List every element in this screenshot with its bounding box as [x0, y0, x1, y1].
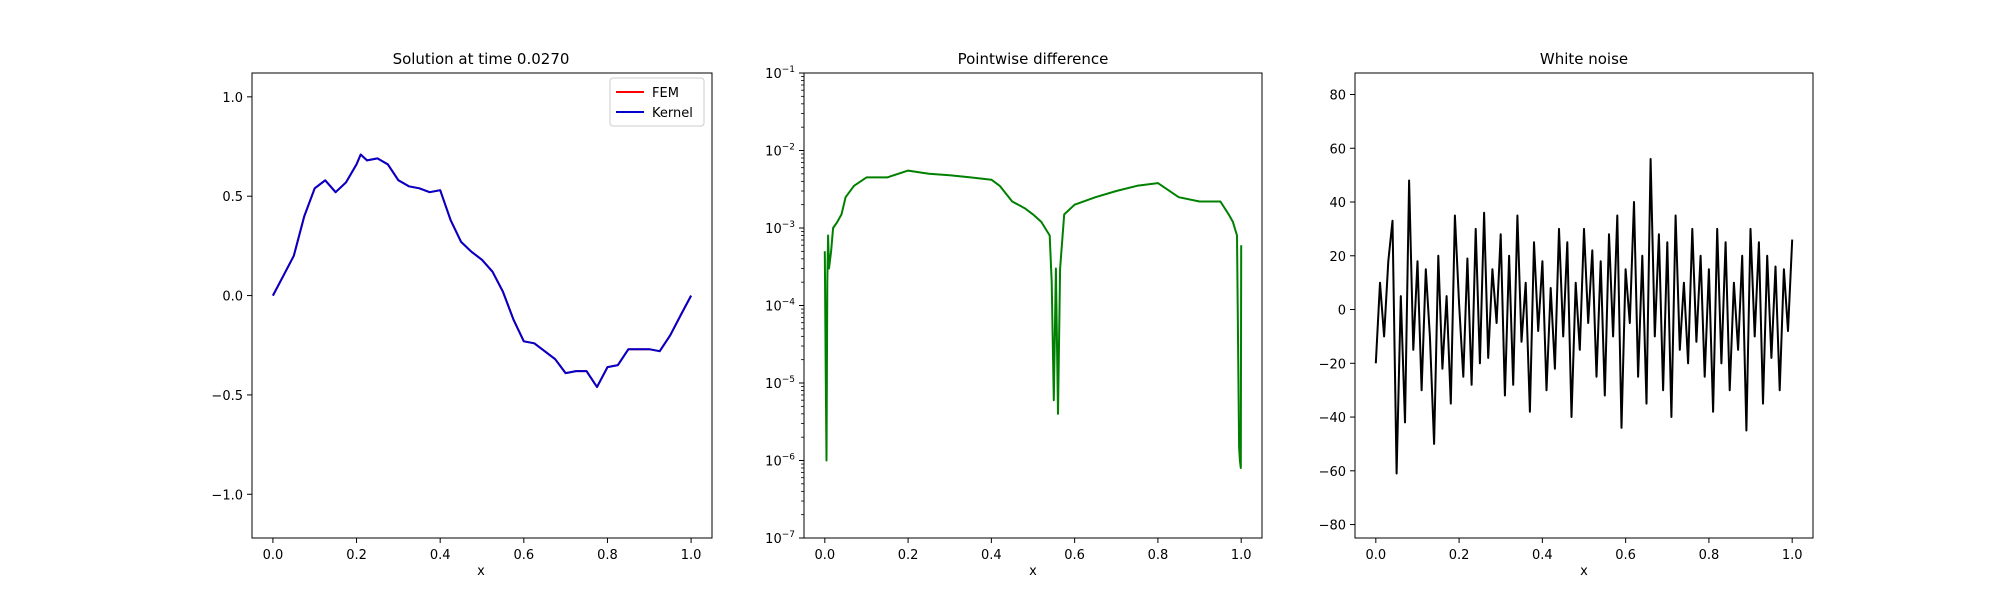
panel-solution-x-tick-label: 0.0: [263, 548, 284, 563]
panel-solution: Solution at time 0.0270 x 0.0 0.2 0.4 0.6 0.…: [211, 50, 713, 579]
panel-noise-y-tick-label: 20: [1329, 250, 1346, 265]
panel-solution-x-tick-label: 0.2: [346, 548, 367, 563]
panel-noise-axes-frame: [1354, 72, 1814, 539]
panel-solution-y-tick-label: −1.0: [211, 488, 243, 503]
panel-noise-y-tick-label: 80: [1329, 89, 1346, 104]
panel-difference-x-axis-label: x: [1029, 564, 1037, 579]
panel-difference-plot-area: 0.0 0.2 0.4 0.6 0.8 1.0 10−7 10−6 10−5 10−4 10−3 10…: [765, 65, 1263, 563]
panel-difference-x-tick-label: 0.2: [898, 548, 919, 563]
panel-solution-x-tick-label: 0.6: [513, 548, 534, 563]
panel-solution-series-line-kernel: [272, 153, 692, 388]
panel-solution-x-tick-label: 0.4: [430, 548, 451, 563]
panel-solution-y-tick-label: −0.5: [211, 389, 243, 404]
panel-solution-axes-frame: [251, 72, 713, 539]
panel-difference-x-tick-label: 0.0: [814, 548, 835, 563]
panel-difference: Pointwise difference x 0.0 0.2 0.4 0.6 0.8 1.…: [765, 50, 1263, 579]
panel-solution-title: Solution at time 0.0270: [393, 50, 570, 68]
panel-difference-x-tick-label: 1.0: [1231, 548, 1252, 563]
panel-solution-x-tick-label: 1.0: [681, 548, 702, 563]
panel-difference-title: Pointwise difference: [958, 50, 1109, 68]
legend-label-kernel: Kernel: [652, 106, 693, 121]
panel-solution-y-tick-label: 1.0: [222, 91, 243, 106]
panel-noise-title: White noise: [1540, 50, 1628, 68]
panel-solution-y-tick-label: 0.5: [222, 190, 243, 205]
panel-difference-y-tick-label: 10−3: [765, 220, 795, 237]
panel-difference-y-tick-label: 10−5: [765, 375, 795, 392]
panel-difference-x-tick-label: 0.6: [1064, 548, 1085, 563]
legend-label-fem: FEM: [652, 86, 679, 101]
panel-noise-x-tick-label: 0.6: [1615, 548, 1636, 563]
panel-noise: White noise x 0.0 0.2 0.4 0.6 0.8 1.0 −80 −60 −4…: [1319, 50, 1814, 579]
panel-difference-y-tick-label: 10−7: [765, 530, 795, 547]
panel-noise-y-tick-label: −40: [1319, 411, 1346, 426]
legend-box: [609, 77, 705, 127]
panel-difference-x-tick-label: 0.8: [1148, 548, 1169, 563]
panel-noise-y-tick-label: −20: [1319, 357, 1346, 372]
panel-difference-y-tick-label: 10−1: [765, 65, 795, 82]
panel-noise-x-tick-label: 0.2: [1449, 548, 1470, 563]
panel-noise-y-tick-label: −60: [1319, 465, 1346, 480]
panel-noise-x-tick-label: 1.0: [1782, 548, 1803, 563]
panel-solution-x-tick-label: 0.8: [597, 548, 618, 563]
panel-noise-plot-area: 0.0 0.2 0.4 0.6 0.8 1.0 −80 −60 −40 −20 0 20 40 60 80: [1319, 72, 1814, 563]
panel-noise-series-line-0: [1374, 158, 1794, 475]
panel-noise-y-tick-label: 0: [1338, 304, 1346, 319]
panel-noise-y-tick-label: 40: [1329, 196, 1346, 211]
panel-noise-x-tick-label: 0.4: [1532, 548, 1553, 563]
panel-noise-y-tick-label: −80: [1319, 519, 1346, 534]
panel-noise-x-tick-label: 0.8: [1699, 548, 1720, 563]
panel-difference-x-tick-label: 0.4: [981, 548, 1002, 563]
panel-solution-legend: FEM Kernel: [609, 77, 705, 127]
panel-solution-plot-area: 0.0 0.2 0.4 0.6 0.8 1.0 −1.0 −0.5 0.0 0.5 1.0: [211, 72, 713, 563]
panel-solution-y-tick-label: 0.0: [222, 290, 243, 305]
panel-noise-x-axis-label: x: [1580, 564, 1588, 579]
panel-noise-x-tick-label: 0.0: [1365, 548, 1386, 563]
panel-noise-y-tick-label: 60: [1329, 142, 1346, 157]
panel-difference-y-tick-label: 10−4: [765, 298, 795, 315]
panel-difference-series-line-0: [823, 169, 1243, 469]
panel-difference-y-tick-label: 10−2: [765, 143, 795, 160]
panel-difference-y-tick-label: 10−6: [765, 453, 795, 470]
panel-solution-x-axis-label: x: [477, 564, 485, 579]
